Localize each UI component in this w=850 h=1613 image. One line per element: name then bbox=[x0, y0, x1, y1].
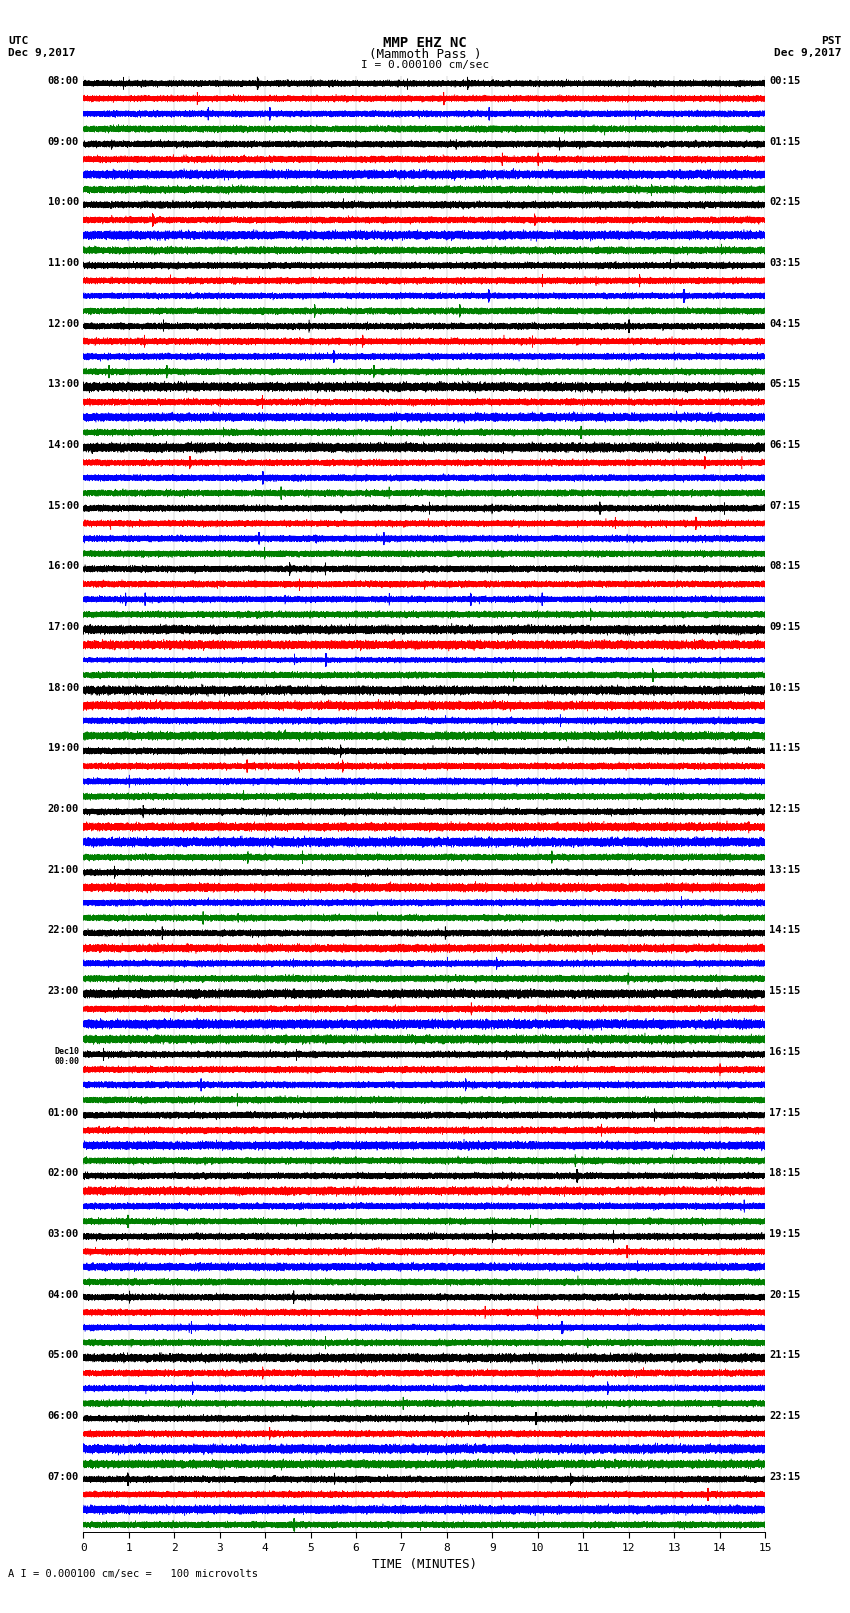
Text: 05:15: 05:15 bbox=[769, 379, 801, 389]
Text: 09:00: 09:00 bbox=[48, 137, 79, 147]
Text: 22:00: 22:00 bbox=[48, 926, 79, 936]
Text: 13:15: 13:15 bbox=[769, 865, 801, 874]
Text: 19:00: 19:00 bbox=[48, 744, 79, 753]
Text: 20:00: 20:00 bbox=[48, 805, 79, 815]
Text: A I = 0.000100 cm/sec =   100 microvolts: A I = 0.000100 cm/sec = 100 microvolts bbox=[8, 1569, 258, 1579]
Text: Dec 9,2017: Dec 9,2017 bbox=[774, 48, 842, 58]
Text: I = 0.000100 cm/sec: I = 0.000100 cm/sec bbox=[361, 60, 489, 69]
Text: 21:15: 21:15 bbox=[769, 1350, 801, 1360]
Text: 13:00: 13:00 bbox=[48, 379, 79, 389]
Text: 07:15: 07:15 bbox=[769, 500, 801, 511]
Text: 01:15: 01:15 bbox=[769, 137, 801, 147]
Text: 11:00: 11:00 bbox=[48, 258, 79, 268]
Text: 10:15: 10:15 bbox=[769, 682, 801, 692]
Text: 14:15: 14:15 bbox=[769, 926, 801, 936]
Text: PST: PST bbox=[821, 37, 842, 47]
Text: 10:00: 10:00 bbox=[48, 197, 79, 206]
Text: 09:15: 09:15 bbox=[769, 623, 801, 632]
Text: 06:00: 06:00 bbox=[48, 1411, 79, 1421]
Text: 12:15: 12:15 bbox=[769, 805, 801, 815]
Text: 01:00: 01:00 bbox=[48, 1108, 79, 1118]
Text: 03:15: 03:15 bbox=[769, 258, 801, 268]
Text: 04:00: 04:00 bbox=[48, 1290, 79, 1300]
Text: 03:00: 03:00 bbox=[48, 1229, 79, 1239]
Text: 21:00: 21:00 bbox=[48, 865, 79, 874]
Text: 15:15: 15:15 bbox=[769, 986, 801, 997]
Text: 07:00: 07:00 bbox=[48, 1471, 79, 1482]
Text: 16:00: 16:00 bbox=[48, 561, 79, 571]
Text: 17:15: 17:15 bbox=[769, 1108, 801, 1118]
Text: 23:15: 23:15 bbox=[769, 1471, 801, 1482]
Text: 23:00: 23:00 bbox=[48, 986, 79, 997]
Text: 14:00: 14:00 bbox=[48, 440, 79, 450]
X-axis label: TIME (MINUTES): TIME (MINUTES) bbox=[371, 1558, 477, 1571]
Text: 19:15: 19:15 bbox=[769, 1229, 801, 1239]
Text: Dec 9,2017: Dec 9,2017 bbox=[8, 48, 76, 58]
Text: 05:00: 05:00 bbox=[48, 1350, 79, 1360]
Text: 11:15: 11:15 bbox=[769, 744, 801, 753]
Text: 20:15: 20:15 bbox=[769, 1290, 801, 1300]
Text: 04:15: 04:15 bbox=[769, 319, 801, 329]
Text: 12:00: 12:00 bbox=[48, 319, 79, 329]
Text: 18:15: 18:15 bbox=[769, 1168, 801, 1177]
Text: UTC: UTC bbox=[8, 37, 29, 47]
Text: 17:00: 17:00 bbox=[48, 623, 79, 632]
Text: 02:00: 02:00 bbox=[48, 1168, 79, 1177]
Text: 08:00: 08:00 bbox=[48, 76, 79, 85]
Text: 15:00: 15:00 bbox=[48, 500, 79, 511]
Text: 08:15: 08:15 bbox=[769, 561, 801, 571]
Text: (Mammoth Pass ): (Mammoth Pass ) bbox=[369, 48, 481, 61]
Text: 18:00: 18:00 bbox=[48, 682, 79, 692]
Text: 16:15: 16:15 bbox=[769, 1047, 801, 1057]
Text: MMP EHZ NC: MMP EHZ NC bbox=[383, 37, 467, 50]
Text: 22:15: 22:15 bbox=[769, 1411, 801, 1421]
Text: 00:15: 00:15 bbox=[769, 76, 801, 85]
Text: Dec10
00:00: Dec10 00:00 bbox=[54, 1047, 79, 1066]
Text: 02:15: 02:15 bbox=[769, 197, 801, 206]
Text: 06:15: 06:15 bbox=[769, 440, 801, 450]
